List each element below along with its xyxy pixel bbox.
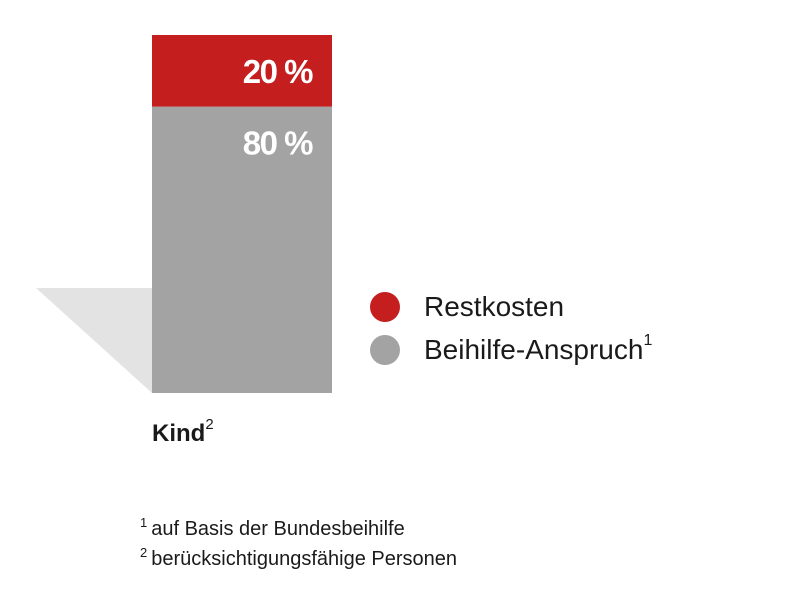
legend-dot-restkosten [370,291,400,322]
footnote-2: 2 berücksichtigungsfähige Personen [140,544,457,574]
footnote-ref-1: 1 [643,331,653,349]
footnote-ref-2: 2 [205,416,214,433]
bar-segment-beihilfe [152,106,332,393]
legend-dot-beihilfe [370,334,400,365]
footnote-text: auf Basis der Bundesbeihilfe [151,518,405,540]
bar-shadow [36,288,152,393]
footnotes: 1 auf Basis der Bundesbeihilfe 2 berücksic… [140,514,457,574]
legend-item-restkosten: Restkosten [370,285,652,328]
legend-item-beihilfe: Beihilfe-Anspruch1 [370,328,652,371]
legend-label-restkosten: Restkosten [424,290,565,322]
footnote-1: 1 auf Basis der Bundesbeihilfe [140,514,457,544]
bar-value-label-restkosten: 20 % [243,53,313,90]
footnote-number: 2 [140,545,148,560]
bar-value-label-beihilfe: 80 % [243,125,313,162]
bar-segment-restkosten [152,35,332,107]
footnote-number: 1 [140,515,148,530]
legend: Restkosten Beihilfe-Anspruch1 [370,285,652,371]
legend-label-beihilfe: Beihilfe-Anspruch1 [424,331,653,365]
footnote-text: berücksichtigungsfähige Personen [151,548,457,570]
category-label-kind: Kind2 [152,416,214,447]
